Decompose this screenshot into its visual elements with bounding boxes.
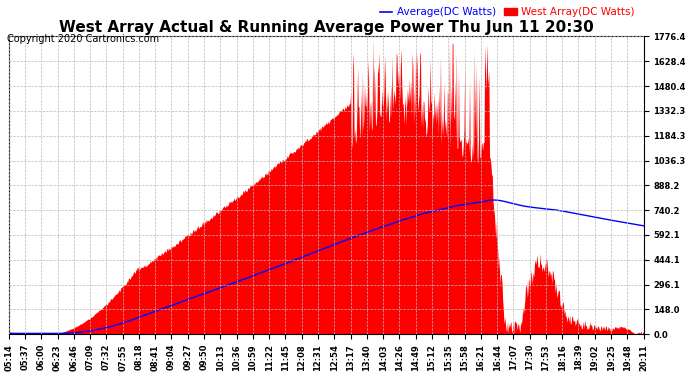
Legend: Average(DC Watts), West Array(DC Watts): Average(DC Watts), West Array(DC Watts) — [376, 3, 638, 21]
Title: West Array Actual & Running Average Power Thu Jun 11 20:30: West Array Actual & Running Average Powe… — [59, 20, 593, 35]
Text: Copyright 2020 Cartronics.com: Copyright 2020 Cartronics.com — [7, 34, 159, 44]
